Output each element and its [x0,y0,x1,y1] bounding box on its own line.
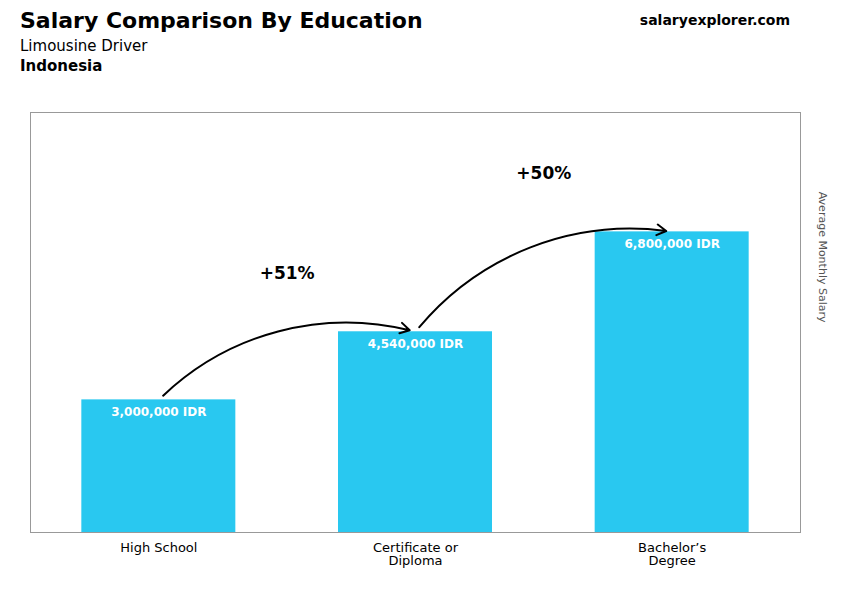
svg-text:Bachelor’sDegree: Bachelor’sDegree [638,540,706,568]
svg-text:High School: High School [120,540,197,555]
svg-text:6,800,000 IDR: 6,800,000 IDR [624,237,719,251]
html-text:Salary Comparison By Education: Salary Comparison By Education [20,8,423,33]
svg-text:4,540,000 IDR: 4,540,000 IDR [368,337,463,351]
svg-text:+51%: +51% [260,263,315,283]
html-text:Indonesia: Indonesia [20,57,103,75]
svg-text:+50%: +50% [516,163,571,183]
svg-text:3,000,000 IDR: 3,000,000 IDR [111,405,206,419]
html-text:Limousine Driver: Limousine Driver [20,37,148,55]
svg-text:Average Monthly Salary: Average Monthly Salary [816,192,829,323]
html-text:salaryexplorer.com: salaryexplorer.com [639,12,790,28]
svg-text:Certificate orDiploma: Certificate orDiploma [373,540,459,568]
